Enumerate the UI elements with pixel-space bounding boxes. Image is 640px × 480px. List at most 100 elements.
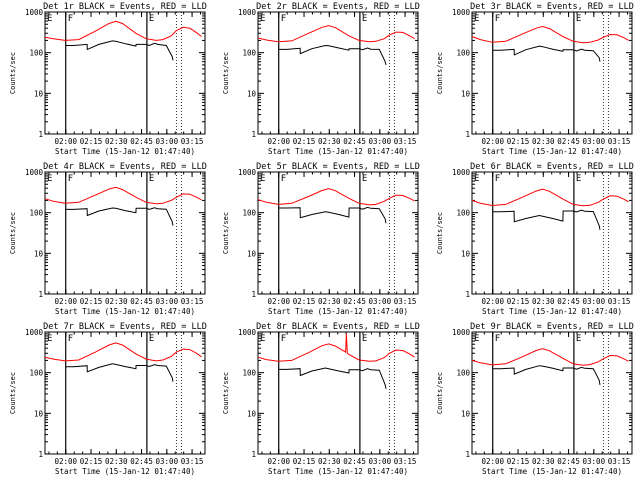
panel-det-7r: Det 7r BLACK = Events, RED = LLD 1 10 100 10… — [9, 322, 207, 476]
y-tick-label: 1 — [38, 130, 43, 139]
flag-label-f: F — [281, 174, 286, 184]
x-tick-label: 02:45 — [130, 457, 153, 466]
y-axis-label: Counts/sec — [222, 52, 230, 94]
y-axis-label: Counts/sec — [436, 212, 444, 254]
flag-label-f: F — [281, 334, 286, 344]
y-tick-label: 10 — [461, 89, 471, 98]
panel-title: Det 8r BLACK = Events, RED = LLD — [256, 322, 420, 332]
flag-label-e: E — [474, 14, 479, 24]
lld-series-line — [471, 188, 629, 207]
events-series-line — [66, 207, 174, 226]
y-axis-label: Counts/sec — [9, 372, 17, 414]
x-tick-label: 03:00 — [156, 297, 179, 306]
x-tick-label: 02:45 — [557, 137, 580, 146]
flag-label-e: E — [576, 14, 581, 24]
x-tick-label: 03:00 — [156, 457, 179, 466]
x-tick-label: 03:15 — [608, 457, 631, 466]
x-axis-label: Start Time (15-Jan-12 01:47:40) — [482, 467, 622, 476]
panel-title: Det 7r BLACK = Events, RED = LLD — [43, 322, 207, 332]
x-tick-label: 02:00 — [481, 137, 504, 146]
lld-series-line — [471, 25, 629, 44]
x-tick-label: 02:30 — [532, 297, 555, 306]
y-tick-label: 100 — [456, 209, 470, 218]
x-tick-label: 02:45 — [343, 457, 366, 466]
x-axis-label: Start Time (15-Jan-12 01:47:40) — [268, 147, 408, 156]
panel-det-5r: Det 5r BLACK = Events, RED = LLD 1 10 100 10… — [222, 162, 420, 316]
flag-label-e: E — [474, 174, 479, 184]
flag-label-e: E — [362, 174, 367, 184]
flag-label-f: F — [68, 14, 73, 24]
x-axis-label: Start Time (15-Jan-12 01:47:40) — [55, 307, 195, 316]
x-tick-label: 02:00 — [54, 137, 77, 146]
y-tick-label: 1000 — [25, 328, 44, 337]
flag-label-e: E — [260, 14, 265, 24]
x-tick-label: 03:15 — [181, 137, 204, 146]
flag-label-e: E — [362, 334, 367, 344]
x-tick-label: 02:15 — [293, 457, 316, 466]
x-tick-label: 03:15 — [181, 457, 204, 466]
events-series-line — [279, 206, 387, 224]
x-tick-label: 02:00 — [54, 297, 77, 306]
y-tick-label: 1000 — [452, 328, 471, 337]
y-tick-label: 10 — [461, 409, 471, 418]
y-tick-label: 1000 — [452, 168, 471, 177]
x-tick-label: 02:30 — [532, 457, 555, 466]
y-tick-label: 1 — [38, 290, 43, 299]
x-tick-label: 03:15 — [608, 137, 631, 146]
flag-label-f: F — [495, 334, 500, 344]
x-axis-label: Start Time (15-Jan-12 01:47:40) — [55, 467, 195, 476]
x-tick-label: 02:30 — [105, 457, 128, 466]
panel-det-4r: Det 4r BLACK = Events, RED = LLD 1 10 100 10… — [9, 162, 207, 316]
x-tick-label: 02:45 — [343, 297, 366, 306]
x-tick-label: 03:15 — [394, 457, 417, 466]
x-tick-label: 02:45 — [130, 137, 153, 146]
x-tick-label: 02:00 — [481, 457, 504, 466]
flag-label-e: E — [47, 14, 52, 24]
events-series-line — [66, 363, 174, 382]
y-tick-label: 1000 — [25, 168, 44, 177]
flag-label-e: E — [576, 334, 581, 344]
panel-title: Det 6r BLACK = Events, RED = LLD — [470, 162, 634, 172]
events-series-line — [493, 45, 601, 62]
y-tick-label: 10 — [247, 249, 257, 258]
y-tick-label: 100 — [456, 369, 470, 378]
x-tick-label: 02:15 — [80, 137, 103, 146]
events-series-line — [493, 209, 601, 230]
x-tick-label: 02:30 — [532, 137, 555, 146]
flag-label-e: E — [260, 334, 265, 344]
x-axis-label: Start Time (15-Jan-12 01:47:40) — [268, 307, 408, 316]
x-tick-label: 02:30 — [318, 457, 341, 466]
y-tick-label: 1 — [251, 130, 256, 139]
x-tick-label: 02:30 — [105, 137, 128, 146]
x-tick-label: 02:15 — [80, 297, 103, 306]
y-tick-label: 1 — [38, 450, 43, 459]
x-tick-label: 02:00 — [267, 297, 290, 306]
y-tick-label: 100 — [242, 369, 256, 378]
y-tick-label: 10 — [34, 249, 44, 258]
flag-label-e: E — [576, 174, 581, 184]
y-axis-label: Counts/sec — [9, 212, 17, 254]
x-tick-label: 03:00 — [369, 297, 392, 306]
x-tick-label: 03:15 — [394, 297, 417, 306]
x-axis-label: Start Time (15-Jan-12 01:47:40) — [55, 147, 195, 156]
flag-label-f: F — [68, 174, 73, 184]
panel-det-8r: Det 8r BLACK = Events, RED = LLD 1 10 100 10… — [222, 322, 420, 476]
panel-det-3r: Det 3r BLACK = Events, RED = LLD 1 10 100 10… — [436, 2, 634, 156]
y-tick-label: 10 — [34, 409, 44, 418]
x-tick-label: 02:15 — [507, 297, 530, 306]
y-axis-label: Counts/sec — [222, 212, 230, 254]
x-tick-label: 03:15 — [608, 297, 631, 306]
y-tick-label: 1000 — [238, 8, 257, 17]
flag-label-e: E — [47, 174, 52, 184]
flag-label-f: F — [68, 334, 73, 344]
x-tick-label: 03:00 — [583, 457, 606, 466]
y-tick-label: 1 — [251, 450, 256, 459]
lld-series-line — [257, 333, 415, 362]
y-axis-label: Counts/sec — [436, 372, 444, 414]
x-tick-label: 02:15 — [293, 137, 316, 146]
panel-det-6r: Det 6r BLACK = Events, RED = LLD 1 10 100 10… — [436, 162, 634, 316]
x-tick-label: 03:00 — [156, 137, 179, 146]
flag-label-e: E — [260, 174, 265, 184]
x-tick-label: 02:15 — [80, 457, 103, 466]
